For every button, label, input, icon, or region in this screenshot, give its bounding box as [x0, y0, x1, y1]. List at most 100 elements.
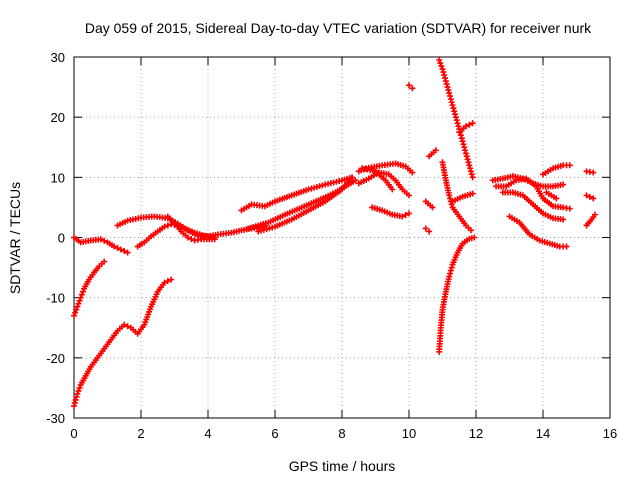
data-point: [422, 225, 429, 232]
data-point: [467, 227, 474, 234]
data-point-fill: [450, 105, 457, 112]
data-point: [583, 192, 590, 199]
series-arc-29: [583, 168, 597, 176]
data-point: [471, 234, 478, 241]
data-point-fill: [445, 87, 452, 94]
series-arc-20: [439, 159, 474, 234]
y-tick-label: -10: [46, 291, 65, 306]
series-arc-31: [583, 211, 598, 229]
data-point: [566, 162, 573, 169]
data-point-fill: [402, 211, 409, 218]
series-arc-18: [436, 57, 476, 181]
data-point-fill: [455, 123, 462, 130]
data-point: [161, 279, 168, 286]
data-point-fill: [457, 132, 464, 139]
y-tick-label: 30: [51, 50, 65, 65]
x-tick-label: 0: [70, 426, 77, 441]
data-point-fill: [468, 171, 475, 178]
data-point: [97, 236, 104, 243]
series-arc-16: [422, 225, 433, 235]
data-point: [590, 169, 597, 176]
x-tick-label: 6: [271, 426, 278, 441]
data-point: [469, 120, 476, 127]
data-point: [462, 123, 469, 130]
data-point: [560, 181, 567, 188]
data-point: [591, 211, 598, 218]
data-point: [117, 246, 124, 253]
data-point-fill: [188, 236, 195, 243]
data-point: [101, 258, 108, 265]
data-point: [426, 228, 433, 235]
data-point: [77, 294, 84, 301]
data-point-fill: [78, 291, 85, 298]
y-tick-label: 0: [58, 231, 65, 246]
data-point: [211, 236, 218, 243]
data-point: [352, 177, 359, 184]
data-point: [74, 390, 81, 397]
data-point-fill: [443, 81, 450, 88]
x-tick-label: 8: [338, 426, 345, 441]
series-arc-30: [583, 192, 597, 202]
x-tick-label: 12: [469, 426, 483, 441]
data-point: [168, 276, 175, 283]
x-tick-label: 2: [137, 426, 144, 441]
chart-title: Day 059 of 2015, Sidereal Day-to-day VTE…: [85, 20, 592, 36]
data-point: [349, 174, 356, 181]
y-axis-label: SDTVAR / TECUs: [7, 182, 23, 294]
data-point: [409, 85, 416, 92]
data-point-fill: [448, 99, 455, 106]
y-tick-label: 10: [51, 170, 65, 185]
data-point-fill: [458, 135, 465, 142]
series-arc-22: [456, 120, 476, 136]
data-point-fill: [466, 121, 473, 128]
data-point-fill: [448, 201, 455, 208]
series-arc-10: [355, 160, 416, 176]
series-arc-15: [422, 198, 436, 211]
data-point-fill: [452, 111, 459, 118]
data-point-fill: [101, 237, 108, 244]
y-tick-label: -30: [46, 411, 65, 426]
data-point: [462, 150, 469, 157]
series-arc-24: [493, 175, 573, 212]
data-point: [452, 114, 459, 121]
data-point: [439, 66, 446, 73]
series-arc-17: [426, 147, 439, 160]
data-point: [469, 174, 476, 181]
data-point: [469, 190, 476, 197]
data-point-fill: [467, 168, 474, 175]
data-point: [184, 234, 191, 241]
series-arc-9: [71, 276, 175, 409]
data-point-fill: [464, 156, 471, 163]
data-point: [553, 195, 560, 202]
data-point: [406, 192, 412, 199]
x-tick-label: 14: [536, 426, 550, 441]
data-point: [124, 249, 131, 256]
data-point: [432, 147, 439, 154]
data-point-fill: [164, 278, 171, 285]
data-point: [389, 186, 396, 193]
data-point: [121, 321, 128, 328]
data-point-fill: [461, 144, 468, 151]
x-tick-label: 4: [204, 426, 211, 441]
series-arc-21: [449, 190, 476, 205]
series-arc-3: [134, 221, 218, 250]
data-point-fill: [437, 60, 444, 67]
data-point: [563, 243, 570, 250]
series-arc-28: [543, 189, 560, 202]
data-point-fill: [114, 245, 121, 252]
data-point: [560, 216, 567, 223]
series-arc-19: [436, 234, 478, 355]
data-point: [406, 210, 412, 217]
data-point-fill: [121, 248, 128, 255]
y-tick-label: -20: [46, 351, 65, 366]
data-point-fill: [462, 147, 469, 154]
data-point-fill: [447, 267, 454, 274]
data-point-fill: [444, 84, 451, 91]
data-point: [71, 312, 77, 319]
data-point-fill: [441, 72, 448, 79]
series-arc-25: [499, 189, 567, 223]
series-arc-2: [114, 213, 268, 240]
data-point-fill: [465, 159, 472, 166]
data-point-fill: [76, 297, 83, 304]
